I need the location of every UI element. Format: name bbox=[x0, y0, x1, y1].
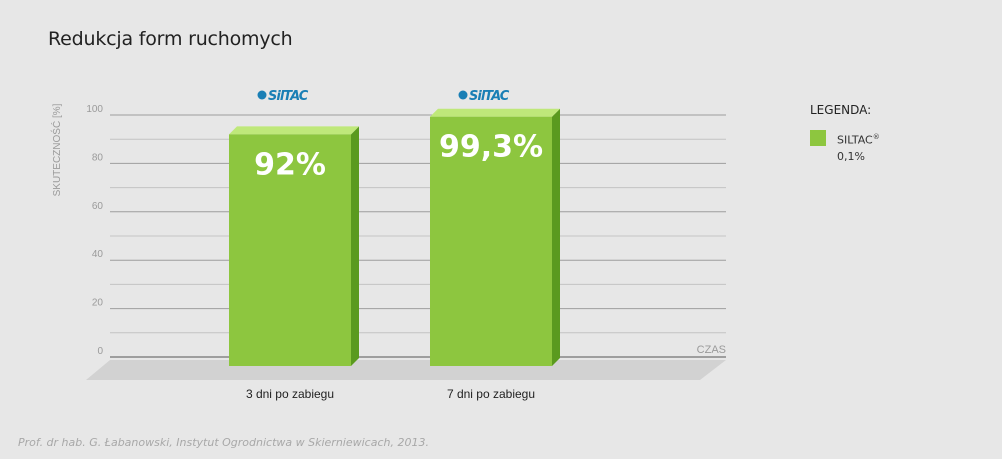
siltac-logo: SilTAC bbox=[458, 89, 511, 104]
chart-title: Redukcja form ruchomych bbox=[48, 28, 293, 50]
bar: 92% bbox=[229, 126, 359, 366]
legend-concentration: 0,1% bbox=[837, 149, 865, 163]
bar-side bbox=[552, 108, 560, 366]
x-category-label: 7 dni po zabiegu bbox=[447, 387, 535, 401]
legend-trademark: ® bbox=[872, 133, 880, 141]
y-axis-label: SKUTECZNOŚĆ [%] bbox=[50, 103, 63, 196]
y-tick-label: 100 bbox=[86, 104, 103, 115]
bar-value-label: 99,3% bbox=[439, 130, 543, 165]
y-tick-label: 80 bbox=[92, 152, 104, 163]
y-tick-label: 60 bbox=[92, 201, 104, 212]
logo-drop-icon bbox=[458, 90, 468, 100]
bar-top bbox=[229, 126, 359, 135]
bar-value-label: 92% bbox=[254, 147, 326, 182]
chart-floor bbox=[86, 360, 726, 380]
bar: 99,3% bbox=[430, 108, 560, 366]
bar-side bbox=[351, 126, 359, 366]
y-tick-label: 20 bbox=[92, 298, 104, 309]
x-axis-label: CZAS bbox=[697, 344, 726, 356]
logo-text: SilTAC bbox=[469, 89, 510, 104]
logo-text: SilTAC bbox=[268, 89, 309, 104]
legend-label: SILTAC® 0,1% bbox=[837, 129, 880, 165]
legend-brand: SILTAC bbox=[837, 133, 873, 147]
bar-front bbox=[229, 134, 351, 366]
logo-drop-icon bbox=[257, 90, 267, 100]
legend-heading: LEGENDA: bbox=[810, 103, 872, 117]
siltac-logo: SilTAC bbox=[257, 89, 310, 104]
y-tick-label: 40 bbox=[92, 249, 104, 260]
legend-swatch bbox=[810, 130, 826, 146]
bar-top bbox=[430, 108, 560, 117]
bar-front bbox=[430, 116, 552, 366]
source-credit: Prof. dr hab. G. Łabanowski, Instytut Og… bbox=[18, 436, 429, 449]
y-tick-label: 0 bbox=[97, 346, 103, 357]
x-category-label: 3 dni po zabiegu bbox=[246, 387, 334, 401]
